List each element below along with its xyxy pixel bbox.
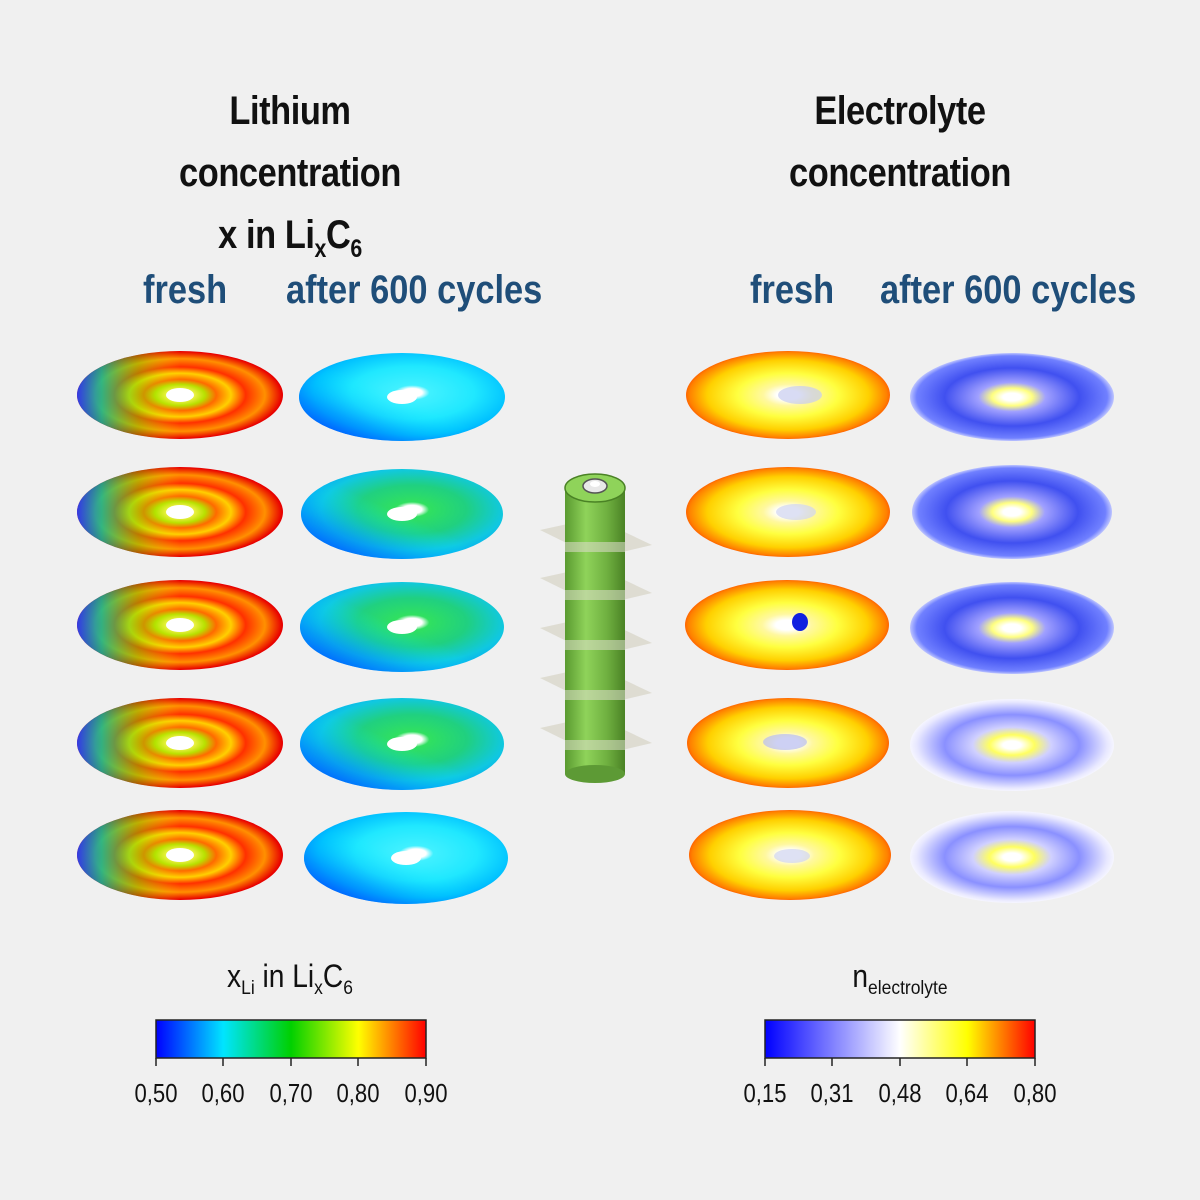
lithium-tick-label: 0,90 bbox=[404, 1078, 448, 1108]
electrolyte-tick-label: 0,80 bbox=[1013, 1078, 1057, 1108]
electrolyte-title-line2: concentration bbox=[789, 151, 1011, 195]
electrolyte-aged-disc-2 bbox=[912, 465, 1112, 559]
electrolyte-aged-disc-1 bbox=[910, 353, 1114, 441]
right-col-fresh: fresh bbox=[750, 268, 835, 312]
lithium-colorbar bbox=[155, 1019, 427, 1059]
lithium-tick-label: 0,80 bbox=[336, 1078, 380, 1108]
lithium-aged-disc-4 bbox=[300, 698, 504, 790]
electrolyte-colorbar bbox=[764, 1019, 1036, 1059]
cell-body bbox=[565, 488, 625, 774]
lithium-aged-disc-3 bbox=[300, 582, 504, 672]
lithium-fresh-disc-3 bbox=[77, 580, 283, 670]
lithium-title-line1: Lithium concentration bbox=[179, 89, 401, 195]
lithium-fresh-disc-2 bbox=[77, 467, 283, 557]
lithium-aged-disc-5 bbox=[304, 812, 508, 904]
electrolyte-colorbar-title: nelectrolyte bbox=[852, 958, 948, 999]
lithium-aged-disc-1 bbox=[299, 353, 505, 441]
cell-bottom bbox=[565, 765, 625, 783]
lithium-title: Lithium concentration x in LixC6 bbox=[118, 80, 462, 272]
lithium-title-line2: x in LixC6 bbox=[218, 213, 362, 263]
electrolyte-fresh-disc-3 bbox=[685, 580, 889, 670]
lithium-colorbar-title: xLi in LixC6 bbox=[227, 958, 353, 999]
electrolyte-tick-label: 0,15 bbox=[743, 1078, 787, 1108]
electrolyte-aged-column bbox=[910, 353, 1114, 903]
lithium-fresh-column bbox=[77, 351, 283, 900]
electrolyte-tick-label: 0,64 bbox=[945, 1078, 989, 1108]
electrolyte-aged-disc-4 bbox=[910, 699, 1114, 791]
right-col-aged: after 600 cycles bbox=[880, 268, 1137, 312]
electrolyte-aged-disc-3 bbox=[910, 582, 1114, 674]
lithium-aged-disc-2 bbox=[301, 469, 503, 559]
lithium-fresh-disc-4 bbox=[77, 698, 283, 788]
lithium-fresh-disc-5 bbox=[77, 810, 283, 900]
electrolyte-fresh-disc-5 bbox=[689, 810, 891, 900]
left-col-fresh: fresh bbox=[143, 268, 228, 312]
electrolyte-tick-label: 0,48 bbox=[878, 1078, 922, 1108]
colorbar-tick-marks bbox=[155, 1058, 1036, 1066]
lithium-aged-column bbox=[299, 353, 508, 904]
lithium-tick-label: 0,60 bbox=[201, 1078, 245, 1108]
lithium-tick-label: 0,70 bbox=[269, 1078, 313, 1108]
electrolyte-fresh-disc-4 bbox=[687, 698, 889, 788]
lithium-fresh-disc-1 bbox=[77, 351, 283, 439]
electrolyte-fresh-column bbox=[685, 351, 891, 900]
left-col-aged: after 600 cycles bbox=[286, 268, 543, 312]
electrolyte-tick-label: 0,31 bbox=[810, 1078, 854, 1108]
electrolyte-aged-disc-5 bbox=[910, 811, 1114, 903]
electrolyte-title: Electrolyte concentration bbox=[728, 80, 1072, 204]
electrolyte-fresh-disc-1 bbox=[686, 351, 890, 439]
electrolyte-title-line1: Electrolyte bbox=[814, 89, 986, 133]
electrolyte-fresh-disc-2 bbox=[686, 467, 890, 557]
lithium-tick-label: 0,50 bbox=[134, 1078, 178, 1108]
battery-cell-diagram bbox=[540, 473, 652, 783]
